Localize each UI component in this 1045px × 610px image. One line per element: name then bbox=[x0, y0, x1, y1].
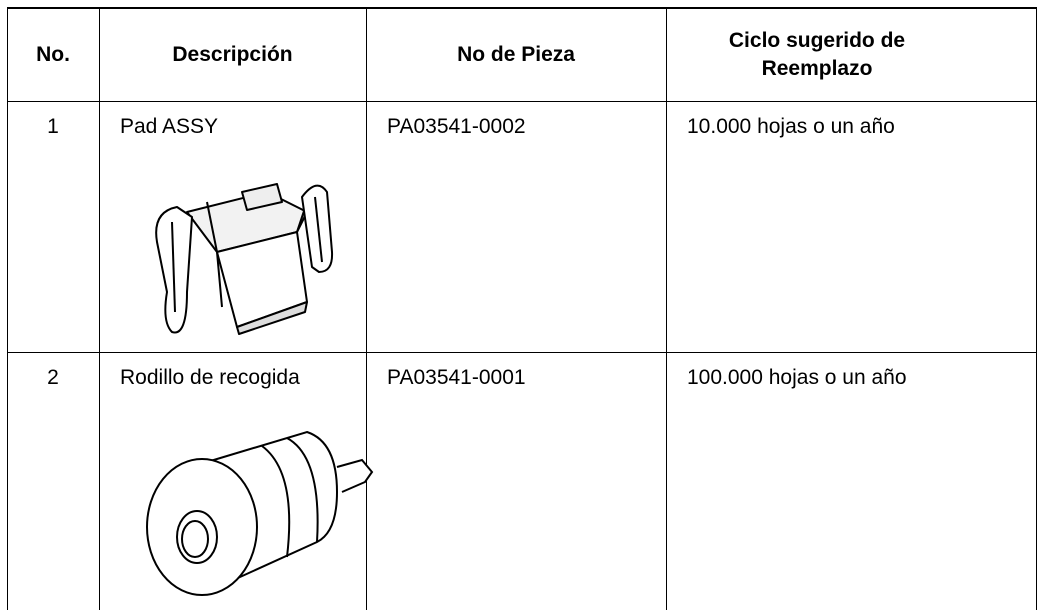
cell: Pad ASSY bbox=[120, 115, 219, 138]
border bbox=[7, 7, 8, 610]
cell: Rodillo de recogida bbox=[120, 366, 300, 389]
cell: PA03541-0001 bbox=[387, 366, 526, 389]
border bbox=[7, 7, 1037, 9]
header-cell: Descripción bbox=[172, 43, 293, 66]
cell: 10.000 hojas o un año bbox=[687, 115, 895, 138]
border bbox=[99, 7, 100, 610]
table: No. Descripción No de Pieza Ciclo sugeri… bbox=[7, 7, 1037, 610]
header-cell: No de Pieza bbox=[457, 43, 575, 66]
cell: PA03541-0002 bbox=[387, 115, 526, 138]
border bbox=[666, 7, 667, 610]
pad-assy-illustration bbox=[155, 183, 334, 335]
header-cell: Ciclo sugerido de Reemplazo bbox=[728, 29, 906, 80]
border bbox=[7, 101, 1037, 102]
border bbox=[7, 352, 1037, 353]
border bbox=[366, 7, 367, 610]
cell: 1 bbox=[47, 115, 59, 138]
roller-illustration bbox=[146, 430, 374, 596]
cell: 2 bbox=[47, 366, 59, 389]
cell: 100.000 hojas o un año bbox=[687, 366, 907, 389]
header-cell: No. bbox=[36, 43, 70, 66]
border bbox=[1036, 7, 1037, 610]
